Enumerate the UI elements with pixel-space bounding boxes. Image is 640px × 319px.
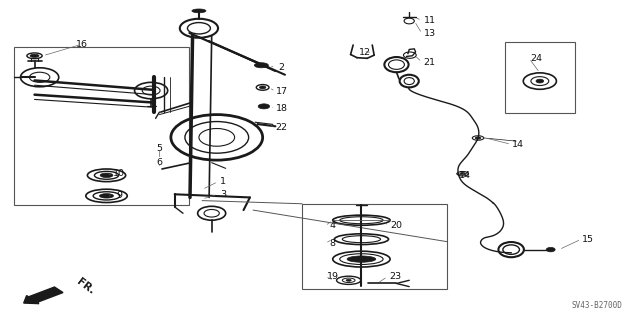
Ellipse shape (258, 104, 269, 109)
Ellipse shape (254, 63, 268, 68)
Text: 9: 9 (116, 191, 122, 200)
Ellipse shape (346, 279, 351, 281)
Ellipse shape (100, 173, 113, 178)
Ellipse shape (259, 86, 266, 89)
Text: 3: 3 (220, 190, 226, 199)
Text: 6: 6 (156, 158, 163, 167)
Text: 18: 18 (276, 104, 288, 113)
Text: 12: 12 (358, 48, 371, 57)
Text: SV43-B2700D: SV43-B2700D (572, 301, 623, 310)
Text: 2: 2 (279, 63, 285, 72)
Text: 8: 8 (330, 239, 336, 248)
Ellipse shape (347, 256, 376, 262)
Ellipse shape (475, 137, 481, 139)
Text: 11: 11 (424, 16, 436, 25)
Ellipse shape (30, 54, 39, 57)
Text: 16: 16 (76, 40, 88, 48)
Text: 13: 13 (424, 29, 436, 38)
Ellipse shape (460, 173, 466, 175)
Ellipse shape (546, 248, 555, 252)
Bar (302, 204, 447, 289)
Text: 17: 17 (276, 87, 288, 96)
Ellipse shape (192, 9, 206, 13)
Text: 21: 21 (424, 58, 436, 67)
Bar (14, 47, 189, 205)
Text: 23: 23 (389, 272, 401, 281)
Text: 14: 14 (460, 171, 471, 180)
Text: 15: 15 (582, 235, 594, 244)
FancyArrow shape (24, 287, 63, 304)
Bar (505, 42, 575, 113)
Text: 20: 20 (390, 221, 403, 230)
Circle shape (536, 79, 543, 83)
Text: 4: 4 (330, 221, 336, 230)
Text: 5: 5 (156, 144, 163, 153)
Text: FR.: FR. (75, 277, 96, 296)
Text: 24: 24 (531, 54, 543, 63)
Ellipse shape (100, 194, 113, 198)
Text: 10: 10 (113, 169, 125, 178)
Text: 1: 1 (220, 177, 226, 186)
Text: 22: 22 (276, 123, 288, 132)
Text: 14: 14 (511, 140, 524, 149)
Text: 19: 19 (327, 272, 339, 281)
